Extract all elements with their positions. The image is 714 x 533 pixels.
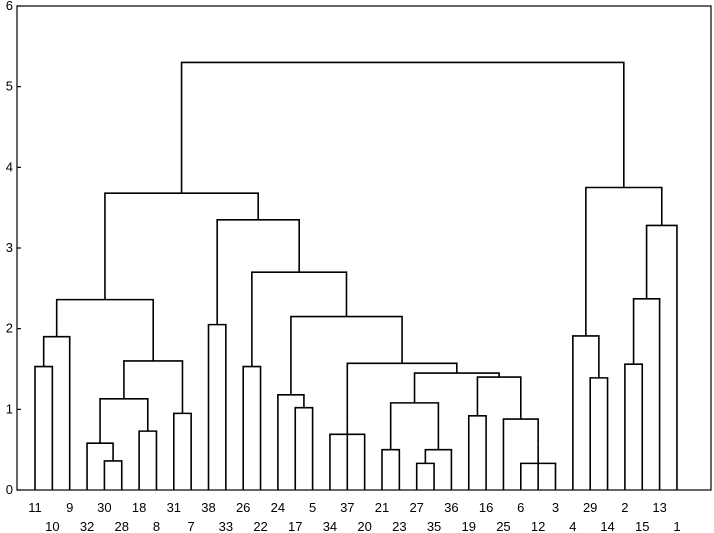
leaf-label: 15 <box>635 519 649 533</box>
dendrogram-link <box>585 186 663 336</box>
leaf-label: 6 <box>517 500 524 515</box>
dendrogram-link <box>180 61 625 194</box>
leaf-label: 13 <box>652 500 666 515</box>
leaf-label: 18 <box>132 500 146 515</box>
leaf-label: 36 <box>444 500 458 515</box>
dendrogram-link <box>476 376 522 420</box>
leaf-label: 25 <box>496 519 510 533</box>
dendrogram-link <box>389 402 440 450</box>
dendrogram-link <box>216 218 300 325</box>
leaf-label: 11 <box>28 500 42 515</box>
leaf-label: 27 <box>409 500 423 515</box>
dendrogram-link <box>624 363 644 490</box>
dendrogram-link <box>251 271 348 367</box>
leaf-label: 9 <box>66 500 73 515</box>
dendrogram-links <box>34 61 678 490</box>
y-axis: 0 1 2 3 4 5 6 <box>6 0 21 497</box>
dendrogram-link <box>424 448 453 490</box>
leaf-label: 28 <box>115 519 129 533</box>
leaf-label: 1 <box>673 519 680 533</box>
dendrogram-link <box>138 430 158 490</box>
leaf-label: 17 <box>288 519 302 533</box>
dendrogram-link <box>123 360 184 414</box>
y-tick-label: 2 <box>6 321 13 336</box>
dendrogram-link <box>294 406 314 490</box>
y-tick-label: 0 <box>6 482 13 497</box>
leaf-label: 14 <box>600 519 614 533</box>
leaf-label: 35 <box>427 519 441 533</box>
y-tick-label: 1 <box>6 401 13 416</box>
dendrogram-link <box>467 414 487 490</box>
dendrogram-link <box>104 192 259 300</box>
leaf-label: 4 <box>569 519 576 533</box>
leaf-label: 12 <box>531 519 545 533</box>
leaf-label: 2 <box>621 500 628 515</box>
leaf-label: 21 <box>375 500 389 515</box>
dendrogram-link <box>589 377 609 490</box>
dendrogram-link <box>277 394 305 490</box>
dendrogram-link <box>242 365 262 490</box>
dendrogram-link <box>42 335 71 490</box>
dendrogram-link <box>103 460 123 490</box>
leaf-label: 20 <box>357 519 371 533</box>
dendrogram-link <box>572 335 600 490</box>
dendrogram-link <box>645 224 678 490</box>
dendrogram-link <box>415 462 435 490</box>
leaf-label: 31 <box>167 500 181 515</box>
leaf-label: 19 <box>462 519 476 533</box>
leaf-label: 10 <box>45 519 59 533</box>
leaf-label: 32 <box>80 519 94 533</box>
dendrogram-link <box>290 315 403 395</box>
dendrogram-link <box>34 365 54 490</box>
leaf-label: 34 <box>323 519 337 533</box>
leaf-label: 29 <box>583 500 597 515</box>
leaf-label: 24 <box>271 500 285 515</box>
leaf-label: 38 <box>201 500 215 515</box>
dendrogram-link <box>381 448 401 490</box>
dendrogram-link <box>55 298 154 361</box>
dendrogram-link <box>173 412 192 490</box>
dendrogram-link <box>86 442 114 490</box>
leaf-label: 16 <box>479 500 493 515</box>
y-tick-label: 6 <box>6 0 13 13</box>
dendrogram-link <box>207 323 227 490</box>
leaf-label: 3 <box>552 500 559 515</box>
leaf-label: 22 <box>253 519 267 533</box>
y-tick-label: 5 <box>6 79 13 94</box>
leaf-labels: 1110932302818831738332622241753437202123… <box>28 500 680 533</box>
leaf-label: 37 <box>340 500 354 515</box>
leaf-label: 26 <box>236 500 250 515</box>
y-tick-label: 4 <box>6 159 13 174</box>
leaf-label: 30 <box>97 500 111 515</box>
dendrogram-link <box>632 298 661 490</box>
leaf-label: 5 <box>309 500 316 515</box>
leaf-label: 8 <box>153 519 160 533</box>
leaf-label: 7 <box>188 519 195 533</box>
leaf-label: 23 <box>392 519 406 533</box>
dendrogram-link <box>99 398 149 444</box>
leaf-label: 33 <box>219 519 233 533</box>
y-tick-label: 3 <box>6 240 13 255</box>
